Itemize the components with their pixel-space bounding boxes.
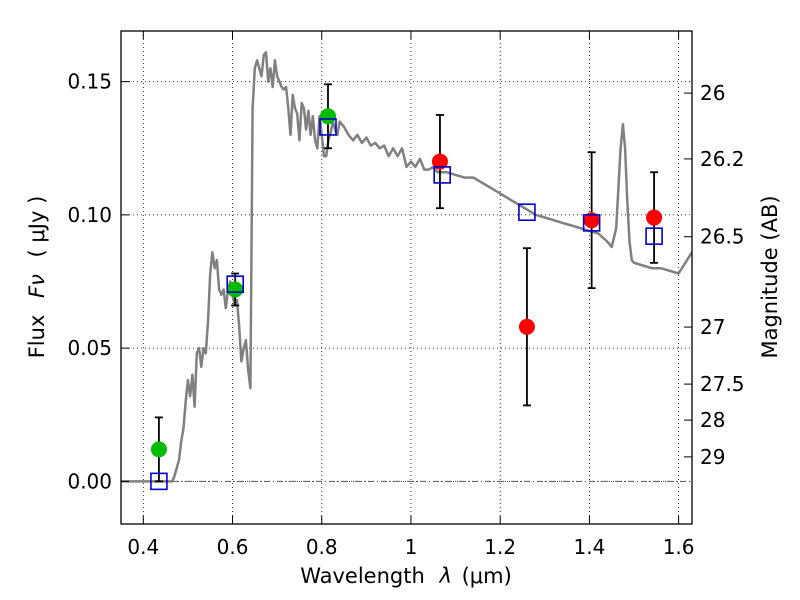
y-tick-label: 0.10: [67, 203, 112, 227]
right-tick-label: 27: [700, 315, 725, 339]
data-point: [150, 441, 167, 458]
data-point: [583, 212, 600, 229]
right-tick-label: 26.5: [700, 225, 745, 249]
model-square-marker: [582, 214, 601, 232]
tick-marks: [121, 31, 692, 524]
x-tick-label: 0.6: [217, 535, 249, 559]
data-point: [431, 153, 448, 170]
right-tick-label: 29: [700, 445, 725, 469]
x-axis-label: Wavelength λ (μm): [300, 564, 512, 588]
y-axis-label: Flux Fν ( μJy ): [25, 196, 49, 359]
x-tick-label: 0.4: [127, 535, 159, 559]
y-tick-label: 0.00: [67, 469, 112, 493]
model-square-marker: [319, 118, 337, 136]
model-square-marker: [433, 166, 451, 184]
right-tick-label: 26.2: [700, 147, 745, 171]
x-tick-label: 1.6: [663, 535, 695, 559]
model-square-marker: [150, 472, 168, 491]
right-tick-label: 26: [700, 81, 725, 105]
plot-series: [121, 51, 692, 491]
right-tick-label: 28: [700, 408, 725, 432]
x-tick-label: 0.8: [306, 535, 338, 559]
x-tick-label: 1.2: [484, 535, 516, 559]
axes-frame: [120, 30, 693, 525]
model-square-marker: [645, 227, 663, 245]
data-point: [227, 281, 244, 298]
model-square-marker: [226, 275, 244, 293]
model-spectrum-line: [121, 51, 692, 483]
data-point: [518, 318, 535, 335]
right-axis-label: Magnitude (AB): [758, 195, 782, 358]
tick-labels: 0.4 0.6 0.8 1 1.2 1.4 1.6 0.00 0.05 0.10 0.15 26 26.…: [67, 70, 744, 559]
y-tick-label: 0.15: [67, 70, 112, 94]
data-point: [646, 209, 663, 226]
grid-lines: [121, 31, 692, 524]
right-tick-label: 27.5: [700, 372, 745, 396]
model-square-marker: [518, 203, 536, 222]
x-tick-label: 1.4: [573, 535, 605, 559]
y-tick-label: 0.05: [67, 336, 112, 360]
x-tick-label: 1: [405, 535, 418, 559]
data-point: [319, 108, 336, 125]
